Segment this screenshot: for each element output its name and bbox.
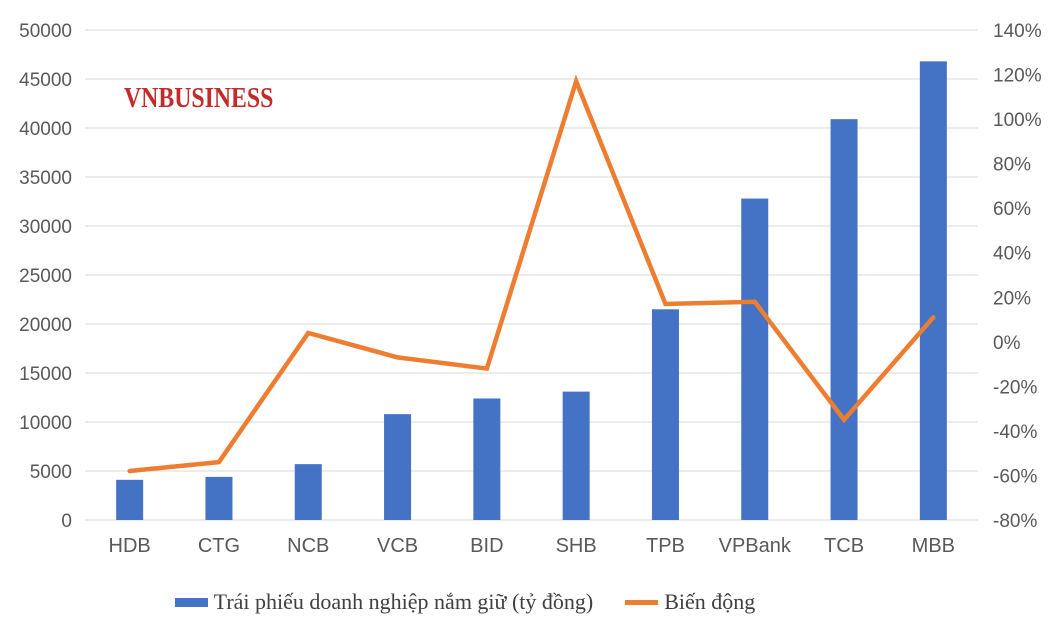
- x-axis-category-label: SHB: [556, 535, 597, 557]
- left-axis-tick-label: 45000: [19, 70, 72, 91]
- line-series-swatch-icon: [625, 599, 659, 605]
- left-axis-tick-label: 15000: [19, 364, 72, 385]
- x-axis-category-label: TCB: [824, 535, 864, 557]
- x-axis-category-label: CTG: [198, 535, 240, 557]
- left-axis-tick-label: 5000: [30, 462, 72, 483]
- chart-legend: Trái phiếu doanh nghiệp nắm giữ (tỷ đồng…: [0, 589, 930, 615]
- bar-SHB: [562, 391, 590, 520]
- bar-NCB: [294, 464, 322, 520]
- left-axis-tick-label: 40000: [19, 119, 72, 140]
- x-axis-category-label: VPBank: [719, 535, 792, 557]
- left-axis-tick-label: 50000: [19, 21, 72, 42]
- left-axis-tick-label: 10000: [19, 413, 72, 434]
- bar-TPB: [651, 309, 679, 520]
- bar-HDB: [116, 479, 144, 520]
- left-axis-tick-label: 35000: [19, 168, 72, 189]
- bar-CTG: [205, 476, 233, 520]
- x-axis-category-label: MBB: [912, 535, 955, 557]
- bar-TCB: [830, 119, 858, 521]
- right-axis-tick-label: 20%: [993, 288, 1031, 309]
- right-axis-tick-label: -40%: [993, 422, 1037, 443]
- left-axis-tick-label: 30000: [19, 217, 72, 238]
- right-axis-tick-label: 40%: [993, 244, 1031, 265]
- legend-item-change: Biến động: [625, 589, 755, 615]
- bar-VPBank: [741, 198, 769, 520]
- x-axis-category-label: NCB: [287, 535, 329, 557]
- x-axis-category-label: VCB: [377, 535, 418, 557]
- left-axis-tick-label: 20000: [19, 315, 72, 336]
- right-axis-tick-label: 0%: [993, 333, 1021, 354]
- legend-item-bonds: Trái phiếu doanh nghiệp nắm giữ (tỷ đồng…: [174, 589, 594, 615]
- right-axis-tick-label: -80%: [993, 511, 1037, 532]
- x-axis-category-label: HDB: [109, 535, 151, 557]
- right-axis-tick-label: -60%: [993, 466, 1037, 487]
- bar-series-label: Trái phiếu doanh nghiệp nắm giữ (tỷ đồng…: [213, 589, 594, 614]
- x-axis-category-label: TPB: [646, 535, 685, 557]
- trend-line: [127, 74, 936, 474]
- right-axis-tick-label: 100%: [993, 110, 1042, 131]
- right-axis-tick-label: 140%: [993, 21, 1042, 42]
- right-axis-tick-label: 60%: [993, 199, 1031, 220]
- left-axis-tick-label: 0: [61, 511, 72, 532]
- bar-MBB: [919, 61, 947, 521]
- right-axis-tick-label: -20%: [993, 377, 1037, 398]
- line-series-label: Biến động: [664, 589, 756, 614]
- left-axis-tick-label: 25000: [19, 266, 72, 287]
- bar-BID: [473, 398, 501, 520]
- bar-VCB: [384, 414, 412, 520]
- x-axis-category-label: BID: [470, 535, 503, 557]
- bar-series-swatch-icon: [174, 597, 208, 607]
- watermark-vnbusiness: VNBUSINESS: [124, 82, 274, 114]
- right-axis-tick-label: 80%: [993, 155, 1031, 176]
- right-axis-tick-label: 120%: [993, 66, 1042, 87]
